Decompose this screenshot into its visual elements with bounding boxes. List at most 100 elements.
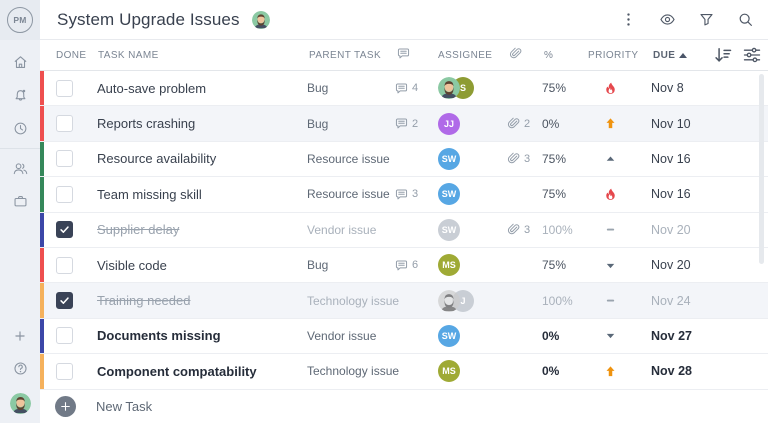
done-checkbox[interactable]	[56, 221, 73, 239]
header-task-name[interactable]: TASK NAME	[98, 49, 159, 61]
header-assignee[interactable]: ASSIGNEE	[438, 49, 493, 61]
assignee-initials-avatar[interactable]: SW	[438, 147, 460, 170]
task-name[interactable]: Resource availability	[97, 151, 217, 167]
done-checkbox[interactable]	[56, 185, 73, 203]
comment-badge[interactable]: 2	[394, 116, 436, 131]
attachment-badge[interactable]: 2	[506, 116, 542, 131]
done-checkbox[interactable]	[56, 79, 73, 97]
search-button[interactable]	[736, 11, 754, 29]
header-percent[interactable]: %	[544, 49, 554, 61]
sidebar-add-button[interactable]	[0, 319, 40, 352]
assignee-avatars[interactable]: SW	[436, 218, 506, 241]
project-owner-avatar[interactable]	[252, 11, 270, 29]
priority-high-icon	[603, 116, 618, 131]
table-row[interactable]: Training needed Technology issue J 100% …	[40, 283, 768, 319]
priority-low-icon	[603, 258, 618, 273]
priority-cell[interactable]	[586, 116, 651, 131]
priority-cell[interactable]	[586, 258, 651, 273]
task-name[interactable]: Team missing skill	[97, 186, 202, 202]
assignee-initials-avatar[interactable]: MS	[438, 360, 460, 383]
done-checkbox[interactable]	[56, 115, 73, 133]
attachment-badge[interactable]: 3	[506, 222, 542, 237]
header-parent-task[interactable]: PARENT TASK	[309, 49, 382, 61]
assignee-avatars[interactable]: SW	[436, 324, 506, 347]
user-avatar-image	[10, 393, 31, 414]
assignee-initials-avatar[interactable]: SW	[438, 183, 460, 206]
recent-clock-icon	[12, 120, 29, 137]
priority-cell[interactable]	[586, 364, 651, 379]
vertical-scrollbar[interactable]	[759, 74, 764, 264]
assignee-initials-avatar[interactable]: JJ	[438, 112, 460, 135]
priority-cell[interactable]	[586, 328, 651, 343]
assignee-avatars[interactable]: SW	[436, 183, 506, 206]
new-task-row[interactable]: New Task	[40, 389, 768, 423]
task-name[interactable]: Auto-save problem	[97, 80, 207, 96]
sidebar-item-home[interactable]	[0, 46, 40, 79]
assignee-avatars[interactable]: MS	[436, 360, 506, 383]
sidebar-item-recent[interactable]	[0, 112, 40, 145]
done-checkbox[interactable]	[56, 292, 73, 310]
table-row[interactable]: Documents missing Vendor issue SW 0% Nov…	[40, 318, 768, 355]
due-date: Nov 16	[651, 151, 691, 166]
sort-descending-icon[interactable]	[713, 45, 733, 65]
visibility-button[interactable]	[658, 11, 676, 29]
comments-icon	[394, 116, 409, 131]
task-name[interactable]: Supplier delay	[97, 222, 180, 238]
priority-cell[interactable]	[586, 151, 651, 166]
comment-badge[interactable]: 3	[394, 187, 436, 202]
new-task-label[interactable]: New Task	[96, 398, 153, 414]
app-logo[interactable]: PM	[0, 0, 40, 40]
sidebar-help-button[interactable]	[0, 352, 40, 385]
assignee-avatars[interactable]: MS	[436, 254, 506, 277]
new-task-add-button[interactable]	[55, 395, 76, 417]
table-row[interactable]: Resource availability Resource issue SW …	[40, 141, 768, 178]
table-row[interactable]: Auto-save problem Bug 4 S 75% Nov 8	[40, 71, 768, 107]
sidebar-item-notifications[interactable]	[0, 79, 40, 112]
assignee-avatars[interactable]: J	[436, 289, 506, 312]
task-name[interactable]: Component compatability	[97, 363, 257, 379]
assignee-photo-avatar[interactable]	[438, 290, 460, 312]
header-comments[interactable]	[394, 46, 436, 64]
priority-cell[interactable]	[586, 222, 651, 237]
sidebar-item-team[interactable]	[0, 152, 40, 185]
kebab-menu-icon	[620, 11, 637, 28]
header-done[interactable]: DONE	[56, 49, 87, 61]
column-settings-sliders-icon[interactable]	[742, 45, 762, 65]
assignee-initials-avatar[interactable]: SW	[438, 218, 460, 241]
assignee-avatars[interactable]: JJ	[436, 112, 506, 135]
table-row[interactable]: Visible code Bug 6 MS 75% Nov 20	[40, 247, 768, 284]
done-checkbox[interactable]	[56, 150, 73, 168]
table-row[interactable]: Team missing skill Resource issue 3 SW 7…	[40, 177, 768, 213]
more-options-button[interactable]	[619, 11, 637, 29]
progress-percent: 0%	[542, 116, 560, 131]
due-date: Nov 16	[651, 187, 691, 202]
done-checkbox[interactable]	[56, 362, 73, 380]
priority-cell[interactable]	[586, 293, 651, 308]
filter-button[interactable]	[697, 11, 715, 29]
help-icon	[12, 360, 29, 377]
done-checkbox[interactable]	[56, 327, 73, 345]
priority-cell[interactable]	[586, 187, 651, 202]
comment-badge[interactable]: 6	[394, 258, 436, 273]
task-name[interactable]: Documents missing	[97, 328, 221, 344]
task-name[interactable]: Visible code	[97, 257, 167, 273]
task-color-strip	[40, 177, 44, 212]
task-name[interactable]: Reports crashing	[97, 116, 196, 132]
table-row[interactable]: Supplier delay Vendor issue SW 3 100% No…	[40, 212, 768, 248]
attachment-badge[interactable]: 3	[506, 151, 542, 166]
header-attachments[interactable]	[506, 46, 542, 64]
sidebar-item-portfolio[interactable]	[0, 185, 40, 218]
assignee-avatars[interactable]: SW	[436, 147, 506, 170]
assignee-initials-avatar[interactable]: SW	[438, 324, 460, 347]
task-name[interactable]: Training needed	[97, 293, 191, 309]
comment-badge[interactable]: 4	[394, 81, 436, 96]
header-priority[interactable]: PRIORITY	[588, 49, 639, 61]
table-row[interactable]: Component compatability Technology issue…	[40, 354, 768, 390]
priority-cell[interactable]	[586, 81, 651, 96]
header-due[interactable]: DUE	[651, 50, 711, 61]
sidebar-user-avatar[interactable]	[10, 393, 31, 414]
done-checkbox[interactable]	[56, 256, 73, 274]
table-row[interactable]: Reports crashing Bug 2 JJ 2 0% Nov 10	[40, 106, 768, 142]
assignee-avatars[interactable]: S	[436, 77, 506, 100]
assignee-initials-avatar[interactable]: MS	[438, 254, 460, 277]
